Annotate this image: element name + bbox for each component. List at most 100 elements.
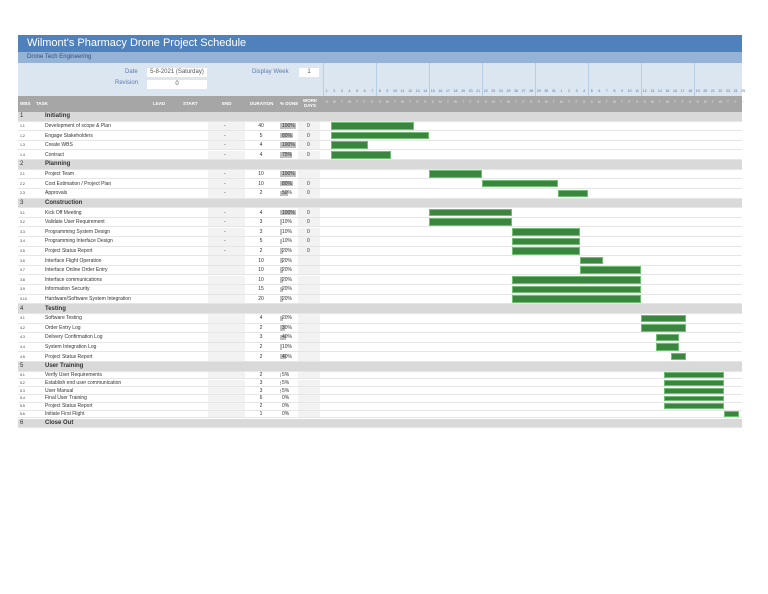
task-name[interactable]: Validate User Requirement (45, 219, 105, 226)
task-name[interactable]: Project Status Report (45, 403, 93, 410)
task-name[interactable]: Final User Training (45, 395, 87, 402)
gantt-bar[interactable] (640, 324, 687, 332)
task-row[interactable]: 3.9 Information Security 15 20% (18, 285, 742, 295)
gantt-bar[interactable] (580, 266, 641, 274)
task-name[interactable]: Project Status Report (45, 247, 93, 254)
task-name[interactable]: Kick Off Meeting (45, 209, 82, 216)
gantt-bar[interactable] (481, 179, 558, 188)
date-field[interactable]: 5-8-2021 (Saturday) (147, 68, 207, 77)
gantt-bar[interactable] (671, 352, 687, 361)
phase-row[interactable]: 4 Testing (18, 304, 742, 314)
task-name[interactable]: Development of scope & Plan (45, 122, 111, 129)
phase-row[interactable]: 5 User Training (18, 362, 742, 372)
task-name[interactable]: Project Status Report (45, 353, 93, 360)
gantt-bar[interactable] (656, 343, 679, 351)
task-row[interactable]: 3.10 Hardware/Software System Integration… (18, 294, 742, 305)
phase-row[interactable]: 3 Construction (18, 198, 742, 209)
gantt-bar[interactable] (512, 285, 641, 294)
gantt-bar[interactable] (330, 131, 429, 140)
task-name[interactable]: Order Entry Log (45, 324, 81, 331)
phase-row[interactable]: 6 Close Out (18, 418, 742, 429)
gantt-bar[interactable] (640, 314, 687, 323)
task-name[interactable]: Interface communications (45, 276, 102, 283)
task-row[interactable]: 3.4 Programming Interface Design - 5 10% 0 (18, 237, 742, 247)
display-week-field[interactable]: 1 (299, 68, 319, 77)
task-row[interactable]: 4.3 Delivery Confirmation Log 3 40% (18, 333, 742, 343)
task-name[interactable]: Interface Flight Operation (45, 257, 102, 264)
gantt-bar[interactable] (428, 170, 482, 178)
gantt-bar[interactable] (580, 256, 604, 265)
task-row[interactable]: 5.2 Establish end user communication 3 5% (18, 379, 742, 388)
task-name[interactable]: Initiate First Flight (45, 411, 85, 418)
task-name[interactable]: Interface Online Order Entry (45, 267, 108, 274)
task-row[interactable]: 3.5 Project Status Report - 2 20% 0 (18, 246, 742, 257)
task-row[interactable]: 4.4 System Integration Log 2 10% (18, 342, 742, 353)
gantt-bar[interactable] (512, 237, 581, 246)
task-name[interactable]: Establish end user communication (45, 379, 122, 386)
task-row[interactable]: 1.1 Development of scope & Plan - 40 100% 0 (18, 121, 742, 132)
task-name[interactable]: Planning (45, 161, 71, 168)
gantt-bar[interactable] (330, 122, 414, 130)
gantt-bar[interactable] (512, 276, 641, 284)
gantt-bar[interactable] (663, 372, 725, 378)
task-name[interactable]: Construction (45, 199, 83, 206)
task-row[interactable]: 1.3 Create WBS - 4 100% 0 (18, 140, 742, 151)
task-row[interactable]: 2.1 Project Team - 10 100% (18, 169, 742, 180)
task-row[interactable]: 3.7 Interface Online Order Entry 10 20% (18, 265, 742, 276)
gantt-bar[interactable] (663, 380, 725, 386)
gantt-bar[interactable] (557, 189, 588, 198)
task-name[interactable]: Software Testing (45, 315, 82, 322)
duration-cell: 3 (259, 387, 263, 394)
gantt-bar[interactable] (512, 295, 641, 303)
task-name[interactable]: Programming System Design (45, 228, 111, 235)
task-name[interactable]: Approvals (45, 190, 68, 197)
task-row[interactable]: 2.3 Approvals - 2 50% 0 (18, 189, 742, 199)
task-name[interactable]: Close Out (45, 419, 74, 426)
task-name[interactable]: Information Security (45, 286, 90, 293)
gantt-bar[interactable] (724, 411, 740, 417)
task-row[interactable]: 5.1 Verify User Requirements 2 5% (18, 371, 742, 380)
task-name[interactable]: Hardware/Software System Integration (45, 295, 131, 302)
gantt-bar[interactable] (656, 333, 679, 342)
phase-row[interactable]: 1 Initiating (18, 112, 742, 122)
gantt-bar[interactable] (663, 403, 725, 410)
task-name[interactable]: User Manual (45, 387, 74, 394)
task-name[interactable]: Testing (45, 305, 66, 312)
gantt-bar[interactable] (330, 141, 369, 149)
task-row[interactable]: 5.5 Project Status Report 2 0% (18, 402, 742, 411)
task-row[interactable]: 2.2 Cost Estimation / Project Plan - 10 80% 0 (18, 179, 742, 189)
task-name[interactable]: Verify User Requirements (45, 372, 102, 379)
task-row[interactable]: 1.4 Contract - 4 75% 0 (18, 150, 742, 161)
task-row[interactable]: 3.1 Kick Off Meeting - 4 100% 0 (18, 208, 742, 218)
task-name[interactable]: Initiating (45, 113, 70, 120)
task-row[interactable]: 5.3 User Manual 3 5% (18, 387, 742, 396)
task-name[interactable]: Contract (45, 151, 64, 158)
task-row[interactable]: 5.4 Final User Training 6 0% (18, 395, 742, 403)
gantt-bar[interactable] (512, 228, 581, 236)
task-row[interactable]: 3.8 Interface communications 10 20% (18, 275, 742, 286)
gantt-bar[interactable] (330, 151, 392, 159)
task-row[interactable]: 1.2 Engage Stakeholders - 5 80% 0 (18, 131, 742, 141)
phase-row[interactable]: 2 Planning (18, 160, 742, 170)
revision-field[interactable]: 0 (147, 80, 207, 89)
task-name[interactable]: Cost Estimation / Project Plan (45, 180, 112, 187)
gantt-bar[interactable] (428, 218, 513, 226)
task-name[interactable]: User Training (45, 363, 84, 370)
task-name[interactable]: Create WBS (45, 142, 73, 149)
task-row[interactable]: 4.1 Software Testing 4 20% (18, 314, 742, 324)
task-name[interactable]: Programming Interface Design (45, 238, 113, 245)
gantt-bar[interactable] (663, 395, 725, 402)
gantt-bar[interactable] (663, 387, 725, 394)
gantt-bar[interactable] (428, 208, 513, 217)
gantt-bar[interactable] (512, 247, 581, 255)
task-row[interactable]: 4.2 Order Entry Log 2 30% (18, 323, 742, 334)
task-name[interactable]: Engage Stakeholders (45, 132, 93, 139)
task-row[interactable]: 5.6 Initiate First Flight 1 0% (18, 410, 742, 419)
task-name[interactable]: System Integration Log (45, 344, 97, 351)
task-row[interactable]: 4.5 Project Status Report 2 40% (18, 352, 742, 362)
task-row[interactable]: 3.6 Interface Flight Operation 10 20% (18, 256, 742, 266)
task-name[interactable]: Project Team (45, 171, 75, 178)
task-row[interactable]: 3.2 Validate User Requirement - 3 10% 0 (18, 217, 742, 228)
task-row[interactable]: 3.3 Programming System Design - 3 10% 0 (18, 227, 742, 238)
task-name[interactable]: Delivery Confirmation Log (45, 334, 103, 341)
